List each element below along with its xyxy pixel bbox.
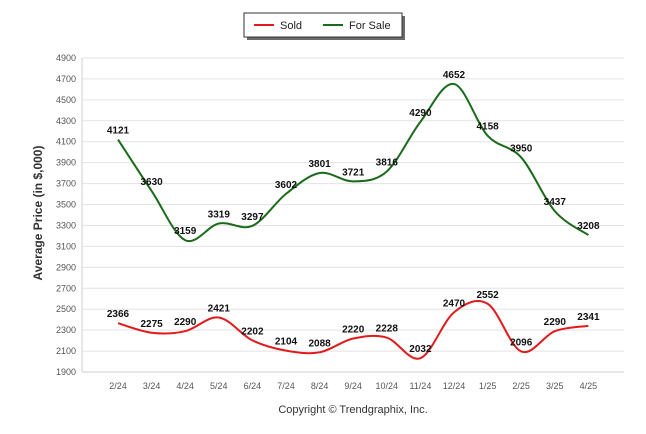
y-tick-label: 2700	[56, 283, 76, 293]
data-label: 2470	[443, 298, 466, 309]
data-label: 4158	[476, 122, 499, 133]
y-tick-label: 3500	[56, 200, 76, 210]
data-label: 2096	[510, 337, 533, 348]
data-label: 4290	[409, 108, 432, 119]
data-label: 2228	[376, 324, 399, 335]
data-label: 3208	[577, 221, 600, 232]
y-tick-label: 2100	[56, 346, 76, 356]
x-tick-label: 10/24	[376, 381, 399, 391]
x-tick-label: 8/24	[311, 381, 329, 391]
data-label: 4652	[443, 70, 466, 81]
data-label: 2104	[275, 337, 298, 348]
x-tick-label: 1/25	[479, 381, 497, 391]
series-line-sold	[117, 300, 589, 360]
y-tick-label: 3900	[56, 158, 76, 168]
data-label: 3630	[140, 177, 163, 188]
y-tick-label: 3700	[56, 179, 76, 189]
y-tick-label: 4900	[56, 53, 76, 63]
x-tick-label: 4/25	[580, 381, 598, 391]
y-tick-label: 4300	[56, 116, 76, 126]
data-label: 2366	[107, 309, 130, 320]
legend-label: For Sale	[349, 20, 391, 32]
data-label: 2341	[577, 312, 600, 323]
data-label: 3297	[241, 212, 264, 223]
y-tick-label: 2300	[56, 325, 76, 335]
x-tick-label: 3/24	[143, 381, 161, 391]
y-tick-label: 2900	[56, 262, 76, 272]
copyright-credit: Copyright © Trendgraphix, Inc.	[278, 404, 427, 416]
x-tick-label: 2/25	[512, 381, 530, 391]
data-label: 2290	[544, 317, 567, 328]
data-label: 2032	[409, 344, 432, 355]
data-label: 3816	[376, 157, 399, 168]
x-tick-label: 9/24	[344, 381, 362, 391]
data-label: 2088	[308, 338, 331, 349]
data-label: 2421	[208, 303, 231, 314]
y-tick-label: 1900	[56, 367, 76, 377]
data-label: 3602	[275, 180, 298, 191]
y-tick-label: 4100	[56, 137, 76, 147]
x-tick-label: 7/24	[277, 381, 295, 391]
x-tick-label: 2/24	[109, 381, 127, 391]
x-tick-label: 3/25	[546, 381, 564, 391]
data-label: 4121	[107, 126, 130, 137]
x-tick-label: 4/24	[176, 381, 194, 391]
x-tick-label: 6/24	[244, 381, 262, 391]
legend: Sold For Sale	[243, 12, 405, 40]
data-label: 2290	[174, 317, 197, 328]
data-label: 3950	[510, 143, 533, 154]
data-label: 2220	[342, 325, 365, 336]
series-line-for-sale	[117, 82, 589, 243]
data-label: 2202	[241, 326, 264, 337]
data-label: 2275	[140, 319, 163, 330]
data-label: 3801	[308, 159, 331, 170]
x-tick-label: 5/24	[210, 381, 228, 391]
x-tick-label: 12/24	[443, 381, 466, 391]
data-label: 3437	[544, 197, 567, 208]
y-tick-label: 2500	[56, 304, 76, 314]
y-tick-label: 3100	[56, 241, 76, 251]
y-tick-label: 3300	[56, 220, 76, 230]
y-axis-label: Average Price (in $,000)	[31, 146, 45, 281]
data-label: 2552	[476, 290, 499, 301]
y-tick-label: 4700	[56, 74, 76, 84]
data-label: 3159	[174, 226, 197, 237]
y-tick-label: 4500	[56, 95, 76, 105]
legend-label: Sold	[280, 20, 302, 32]
x-tick-label: 11/24	[409, 381, 431, 391]
data-label: 3721	[342, 167, 365, 178]
data-label: 3319	[208, 209, 231, 220]
